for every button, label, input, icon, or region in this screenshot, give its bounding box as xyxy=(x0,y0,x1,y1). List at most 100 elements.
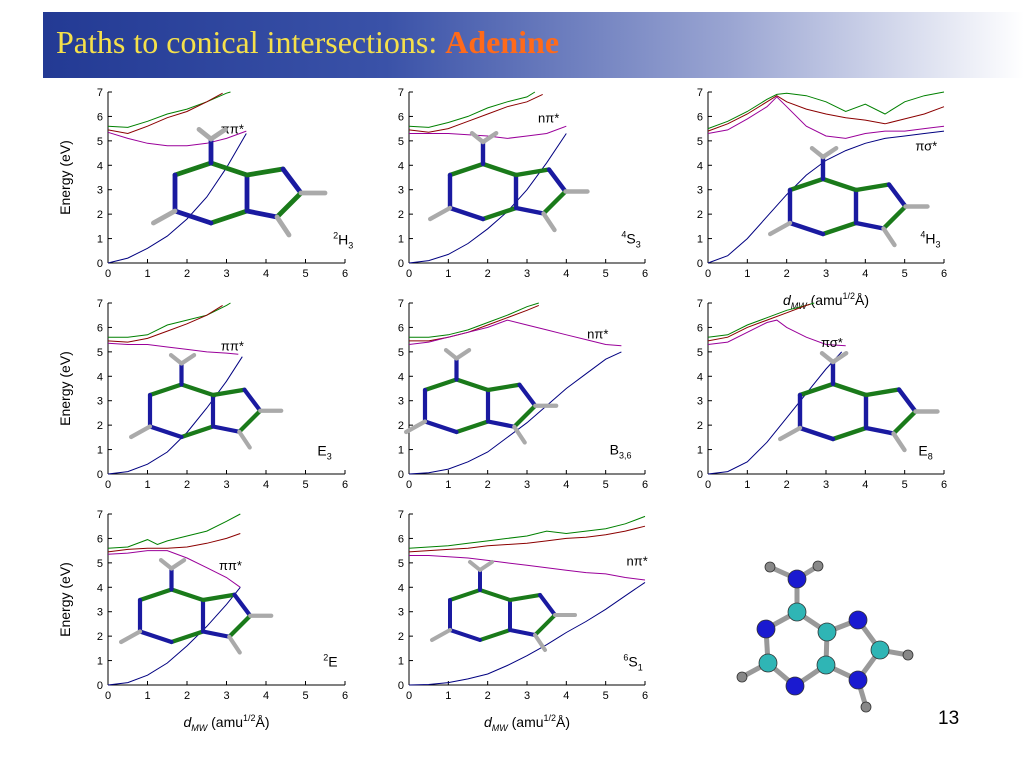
y-tick-label: 6 xyxy=(697,322,703,334)
x-tick-label: 1 xyxy=(144,268,150,280)
bond xyxy=(881,204,908,231)
y-tick-label: 4 xyxy=(398,160,404,172)
x-tick-label: 3 xyxy=(823,479,829,491)
series-line-3 xyxy=(107,586,241,686)
atom xyxy=(870,640,890,660)
series-line-2 xyxy=(107,550,241,588)
y-axis-label: Energy (eV) xyxy=(57,351,73,426)
y-tick-label: 2 xyxy=(398,631,404,643)
bond xyxy=(469,130,486,145)
chart-panel-E8: 0 1 2 3 4 5 6 0 1 2 3 4 5 6 7 πσ* E8 xyxy=(697,298,947,491)
x-tick-label: 0 xyxy=(406,690,412,702)
x-tick-label: 5 xyxy=(302,690,308,702)
bond xyxy=(200,629,232,639)
bond xyxy=(797,381,836,398)
bond xyxy=(169,587,206,603)
x-tick-label: 4 xyxy=(263,268,269,280)
molecule-B36 xyxy=(404,348,559,445)
bond xyxy=(210,387,247,398)
bond xyxy=(274,214,292,238)
series-line-1 xyxy=(409,304,539,342)
point-label: 2E xyxy=(323,653,337,670)
x-tick-label: 2 xyxy=(784,268,790,280)
molecule-4H3 xyxy=(767,145,930,248)
bond xyxy=(533,633,547,652)
x-tick-label: 5 xyxy=(302,268,308,280)
x-tick-label: 6 xyxy=(342,268,348,280)
bond xyxy=(179,353,197,366)
y-tick-label: 7 xyxy=(697,87,703,99)
y-axis-label: Energy (eV) xyxy=(57,562,73,637)
y-tick-label: 7 xyxy=(398,87,404,99)
x-tick-label: 2 xyxy=(184,479,190,491)
bond xyxy=(208,126,228,142)
series-line-0 xyxy=(707,91,945,130)
y-tick-label: 0 xyxy=(97,258,103,270)
x-tick-label: 0 xyxy=(406,268,412,280)
bond xyxy=(809,145,826,160)
y-tick-label: 7 xyxy=(697,298,703,310)
series-line-2 xyxy=(107,342,239,355)
molecule-2E xyxy=(119,558,274,655)
bond xyxy=(150,208,178,226)
bond xyxy=(404,419,428,435)
bond xyxy=(447,161,486,178)
x-tick-label: 3 xyxy=(524,268,530,280)
bond xyxy=(169,558,187,571)
bond xyxy=(468,560,482,572)
state-label: nπ* xyxy=(587,326,608,341)
y-tick-label: 1 xyxy=(398,656,404,668)
y-tick-label: 3 xyxy=(697,396,703,408)
y-tick-label: 0 xyxy=(697,469,703,481)
x-tick-label: 3 xyxy=(524,690,530,702)
bond xyxy=(863,387,902,398)
point-label-sub: 3 xyxy=(936,239,941,249)
x-tick-label: 2 xyxy=(184,268,190,280)
x-axis-label-unit: (amu xyxy=(807,292,843,308)
x-axis-label-sub: MW xyxy=(791,301,808,311)
x-axis-label-var: d xyxy=(183,714,192,730)
y-tick-label: 7 xyxy=(398,509,404,521)
point-label-main: S xyxy=(628,654,637,670)
molecule-4S3 xyxy=(427,130,590,233)
bond xyxy=(787,220,826,237)
x-tick-label: 6 xyxy=(642,690,648,702)
y-tick-label: 6 xyxy=(97,322,103,334)
bond xyxy=(210,424,242,434)
bond xyxy=(891,409,918,436)
bond xyxy=(485,382,522,393)
series-line-3 xyxy=(107,356,243,475)
slide-title: Paths to conical intersections: Adenine xyxy=(56,24,559,61)
x-tick-label: 2 xyxy=(485,268,491,280)
bond xyxy=(448,628,482,642)
series-line-3 xyxy=(408,133,567,264)
atom xyxy=(736,671,748,683)
x-tick-label: 1 xyxy=(744,268,750,280)
bond xyxy=(422,377,459,393)
state-label: πσ* xyxy=(821,335,843,350)
bond xyxy=(787,176,826,193)
atom xyxy=(848,610,868,630)
bond xyxy=(232,592,253,618)
x-tick-label: 3 xyxy=(223,268,229,280)
x-tick-label: 0 xyxy=(105,690,111,702)
point-label-main: E xyxy=(918,443,927,459)
bond xyxy=(454,348,472,361)
series-line-3 xyxy=(107,133,247,264)
y-tick-label: 3 xyxy=(97,185,103,197)
x-tick-label: 3 xyxy=(823,268,829,280)
x-axis-label-var: d xyxy=(783,292,792,308)
series-line-1 xyxy=(707,303,811,342)
y-tick-label: 5 xyxy=(398,136,404,148)
series-line-1 xyxy=(707,95,945,132)
page-number: 13 xyxy=(938,708,960,729)
x-tick-label: 4 xyxy=(563,690,569,702)
state-label: ππ* xyxy=(219,558,242,573)
series-line-0 xyxy=(408,91,536,128)
x-tick-label: 1 xyxy=(144,479,150,491)
